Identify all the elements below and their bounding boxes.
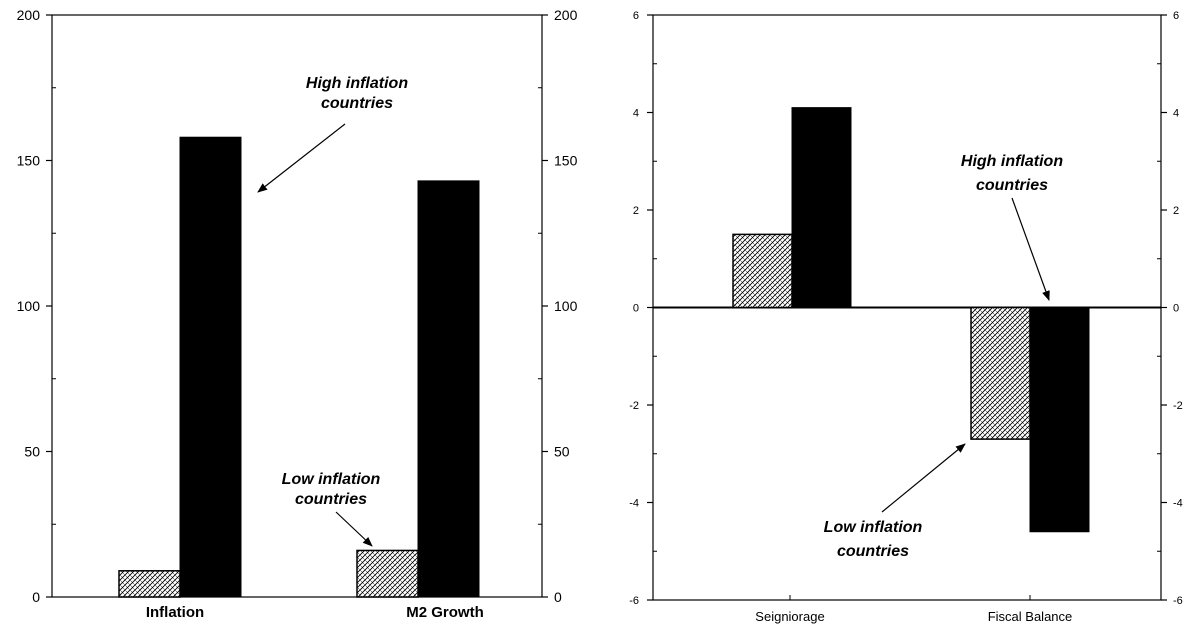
y-tick-label-right: 100: [554, 298, 578, 314]
y-tick-label-right: 50: [554, 444, 570, 460]
y-tick-label: 2: [633, 205, 639, 217]
bar-low-inflation: [732, 233, 793, 309]
bar-high-inflation: [417, 180, 480, 598]
y-tick-label: -2: [629, 400, 639, 412]
bar-group: [118, 136, 480, 598]
annotation-low-inflation: Low inflation countries: [824, 443, 966, 560]
bar-high-inflation: [791, 107, 852, 308]
annotation-high-inflation: High inflation countries: [257, 75, 408, 193]
y-tick-label: 100: [17, 298, 41, 314]
y-tick-label: 50: [24, 444, 40, 460]
annotation-high-inflation: High inflation countries: [961, 153, 1063, 301]
category-label-fiscal-balance: Fiscal Balance: [988, 609, 1073, 624]
y-tick-label: -4: [629, 498, 639, 510]
y-tick-label-right: -6: [1173, 595, 1183, 607]
y-tick-label: -6: [629, 595, 639, 607]
y-tick-label-right: 4: [1173, 108, 1179, 120]
bar-high-inflation: [179, 136, 242, 598]
y-tick-label-right: 200: [554, 7, 578, 23]
bar-high-inflation: [1029, 307, 1090, 533]
y-tick-label-right: 0: [1173, 303, 1179, 315]
bar-low-inflation: [118, 570, 181, 598]
y-tick-label-right: 6: [1173, 10, 1179, 22]
category-label-m2-growth: M2 Growth: [406, 604, 484, 621]
y-tick-label-right: 0: [554, 589, 562, 605]
bar-low-inflation: [356, 549, 419, 598]
chart-seigniorage-fiscal-balance: 6 6 4 4 2 2 0 0 -2 -2 -4 -4 -6 -6 Seigniorage Fiscal …: [629, 10, 1183, 624]
annotation-line: countries: [976, 177, 1048, 194]
annotation-arrow: [1011, 197, 1050, 301]
y-tick-label-right: -4: [1173, 498, 1183, 510]
annotation-line: Low inflation: [824, 519, 923, 536]
annotation-line: countries: [837, 543, 909, 560]
annotation-arrow: [335, 511, 373, 547]
annotation-line: countries: [295, 491, 367, 508]
annotation-line: countries: [321, 95, 393, 112]
y-tick-label-right: 150: [554, 153, 578, 169]
y-tick-label: 150: [17, 153, 41, 169]
annotation-low-inflation: Low inflation countries: [282, 471, 381, 547]
chart-inflation-money-growth: 0 0 50 50 100 100 150 150 200 200 Inflation M2 Gr…: [17, 7, 578, 621]
y-tick-label: 6: [633, 10, 639, 22]
annotation-arrow: [257, 123, 346, 193]
y-tick-label-right: 2: [1173, 205, 1179, 217]
bar-low-inflation: [970, 306, 1031, 440]
y-axis-ticks: 0 0 50 50 100 100 150 150 200 200: [17, 7, 578, 605]
y-tick-label: 4: [633, 108, 639, 120]
category-label-seigniorage: Seigniorage: [755, 609, 824, 624]
y-axis-ticks: 6 6 4 4 2 2 0 0 -2 -2 -4 -4 -6 -6: [629, 10, 1183, 607]
y-tick-label: 200: [17, 7, 41, 23]
annotation-arrow: [881, 443, 966, 513]
annotation-line: Low inflation: [282, 471, 381, 488]
y-tick-label: 0: [633, 303, 639, 315]
category-label-inflation: Inflation: [146, 604, 204, 621]
annotation-line: High inflation: [961, 153, 1063, 170]
y-tick-label: 0: [32, 589, 40, 605]
y-tick-label-right: -2: [1173, 400, 1183, 412]
annotation-line: High inflation: [306, 75, 408, 92]
bar-group: [732, 107, 1090, 533]
